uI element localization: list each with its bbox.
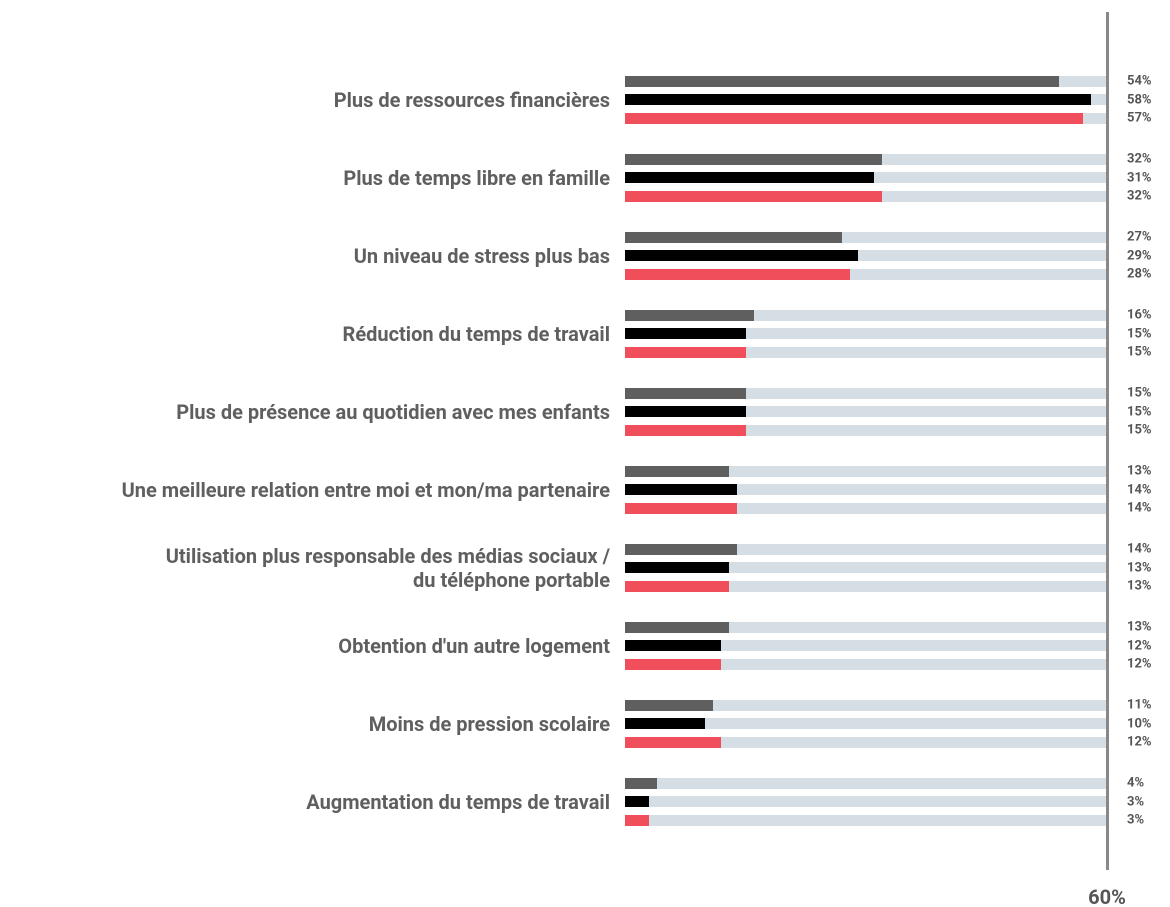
bar bbox=[625, 658, 722, 670]
bar-track bbox=[625, 231, 1107, 243]
bar-track bbox=[625, 424, 1107, 436]
value-label: 15% bbox=[1127, 422, 1152, 438]
bar bbox=[625, 543, 738, 555]
value-label: 13% bbox=[1127, 560, 1152, 576]
bar bbox=[625, 484, 738, 496]
value-label: 15% bbox=[1127, 404, 1152, 420]
bar-track bbox=[625, 814, 1107, 826]
value-label: 10% bbox=[1127, 716, 1152, 732]
value-label: 16% bbox=[1127, 307, 1152, 323]
category-label: Plus de présence au quotidien avec mes e… bbox=[176, 399, 610, 424]
bar-track bbox=[625, 309, 1107, 321]
bar-track bbox=[625, 699, 1107, 711]
value-label: 54% bbox=[1127, 73, 1152, 89]
value-label: 15% bbox=[1127, 385, 1152, 401]
value-label: 32% bbox=[1127, 151, 1152, 167]
value-label: 14% bbox=[1127, 500, 1152, 516]
value-label: 12% bbox=[1127, 638, 1152, 654]
bar-track bbox=[625, 796, 1107, 808]
bar bbox=[625, 153, 883, 165]
bar-track bbox=[625, 543, 1107, 555]
bar bbox=[625, 465, 730, 477]
value-label: 58% bbox=[1127, 92, 1152, 108]
category-label: Utilisation plus responsable des médias … bbox=[165, 543, 610, 592]
value-label: 28% bbox=[1127, 266, 1152, 282]
bar-track bbox=[625, 484, 1107, 496]
value-label: 13% bbox=[1127, 463, 1152, 479]
bar bbox=[625, 502, 738, 514]
bar-track bbox=[625, 562, 1107, 574]
bar bbox=[625, 112, 1083, 124]
value-label: 14% bbox=[1127, 541, 1152, 557]
value-label: 12% bbox=[1127, 656, 1152, 672]
bar bbox=[625, 777, 658, 789]
value-label: 15% bbox=[1127, 326, 1152, 342]
bar-track bbox=[625, 621, 1107, 633]
value-label: 15% bbox=[1127, 344, 1152, 360]
bar-track bbox=[625, 658, 1107, 670]
bar bbox=[625, 562, 730, 574]
value-label: 29% bbox=[1127, 248, 1152, 264]
category-label: Plus de ressources financières bbox=[333, 87, 610, 112]
bar-track bbox=[625, 268, 1107, 280]
bar bbox=[625, 718, 706, 730]
bar-track bbox=[625, 777, 1107, 789]
bar bbox=[625, 231, 842, 243]
bar-track bbox=[625, 387, 1107, 399]
bar bbox=[625, 621, 730, 633]
bar bbox=[625, 387, 746, 399]
value-label: 57% bbox=[1127, 110, 1152, 126]
value-label: 3% bbox=[1127, 812, 1145, 828]
bar bbox=[625, 309, 754, 321]
bar-track bbox=[625, 736, 1107, 748]
x-tick-label: 60% bbox=[1088, 885, 1126, 907]
axis-line bbox=[1106, 12, 1109, 870]
bar bbox=[625, 580, 730, 592]
bar bbox=[625, 190, 883, 202]
value-label: 14% bbox=[1127, 482, 1152, 498]
bar bbox=[625, 640, 722, 652]
category-label: Une meilleure relation entre moi et mon/… bbox=[121, 477, 610, 502]
bar bbox=[625, 736, 722, 748]
bar bbox=[625, 424, 746, 436]
value-label: 3% bbox=[1127, 794, 1145, 810]
bar bbox=[625, 268, 850, 280]
bar bbox=[625, 75, 1059, 87]
bar bbox=[625, 94, 1091, 106]
value-label: 4% bbox=[1127, 775, 1145, 791]
value-label: 32% bbox=[1127, 188, 1152, 204]
category-label: Moins de pression scolaire bbox=[368, 711, 610, 736]
bar-track bbox=[625, 502, 1107, 514]
value-label: 13% bbox=[1127, 619, 1152, 635]
bar bbox=[625, 328, 746, 340]
value-label: 11% bbox=[1127, 697, 1152, 713]
value-label: 13% bbox=[1127, 578, 1152, 594]
bar bbox=[625, 172, 875, 184]
category-label: Obtention d'un autre logement bbox=[338, 633, 610, 658]
category-label: Réduction du temps de travail bbox=[342, 321, 610, 346]
bar bbox=[625, 250, 858, 262]
bar bbox=[625, 346, 746, 358]
category-label: Plus de temps libre en famille bbox=[343, 165, 610, 190]
bar-track bbox=[625, 640, 1107, 652]
bar-track bbox=[625, 580, 1107, 592]
bar bbox=[625, 406, 746, 418]
value-label: 31% bbox=[1127, 170, 1152, 186]
value-label: 27% bbox=[1127, 229, 1152, 245]
value-label: 12% bbox=[1127, 734, 1152, 750]
bar-track bbox=[625, 406, 1107, 418]
category-label: Augmentation du temps de travail bbox=[306, 789, 610, 814]
bar bbox=[625, 796, 650, 808]
bar-track bbox=[625, 346, 1107, 358]
bar-track bbox=[625, 250, 1107, 262]
bar bbox=[625, 699, 714, 711]
bar-track bbox=[625, 718, 1107, 730]
bar-track bbox=[625, 328, 1107, 340]
bar bbox=[625, 814, 650, 826]
category-label: Un niveau de stress plus bas bbox=[353, 243, 610, 268]
bar-track bbox=[625, 465, 1107, 477]
